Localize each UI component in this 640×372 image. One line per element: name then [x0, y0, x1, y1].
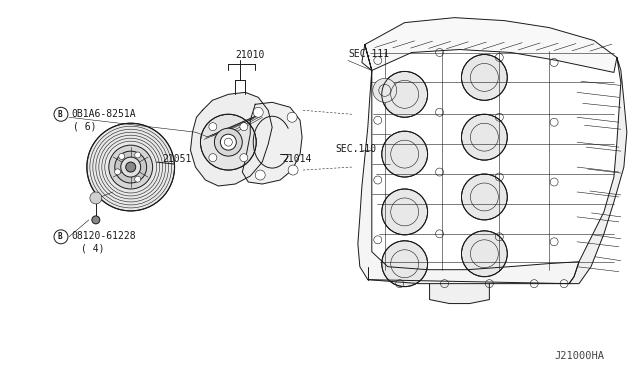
Circle shape [209, 123, 217, 131]
Polygon shape [243, 102, 302, 184]
Circle shape [214, 128, 243, 156]
Polygon shape [191, 92, 272, 186]
Circle shape [287, 112, 297, 122]
Polygon shape [429, 283, 490, 304]
Text: SEC.111: SEC.111 [348, 49, 389, 60]
Circle shape [461, 231, 508, 277]
Text: 21014: 21014 [282, 154, 312, 164]
Circle shape [240, 154, 248, 162]
Text: 0B1A6-8251A: 0B1A6-8251A [71, 109, 136, 119]
Circle shape [134, 176, 141, 182]
Circle shape [461, 114, 508, 160]
Circle shape [90, 192, 102, 204]
Circle shape [115, 151, 147, 183]
Circle shape [109, 145, 152, 189]
Circle shape [125, 162, 136, 172]
Circle shape [253, 107, 263, 117]
Circle shape [461, 54, 508, 100]
Text: B: B [58, 232, 63, 241]
Circle shape [92, 216, 100, 224]
Circle shape [115, 169, 120, 175]
Circle shape [255, 170, 265, 180]
Text: ( 4): ( 4) [81, 244, 104, 254]
Circle shape [200, 114, 256, 170]
Polygon shape [569, 58, 627, 283]
Text: J21000HA: J21000HA [554, 351, 604, 361]
Circle shape [240, 123, 248, 131]
Polygon shape [358, 45, 579, 283]
Circle shape [121, 157, 141, 177]
Circle shape [461, 174, 508, 220]
Circle shape [288, 165, 298, 175]
Polygon shape [362, 17, 617, 73]
Circle shape [134, 152, 141, 158]
Circle shape [373, 78, 397, 102]
Circle shape [209, 154, 217, 162]
Circle shape [119, 153, 125, 159]
Circle shape [382, 71, 428, 117]
Text: B: B [58, 110, 63, 119]
Text: SEC.110: SEC.110 [335, 144, 376, 154]
Circle shape [382, 241, 428, 286]
Circle shape [87, 123, 175, 211]
Circle shape [382, 189, 428, 235]
Text: 21010: 21010 [236, 51, 265, 61]
Text: 21051: 21051 [163, 154, 192, 164]
Circle shape [382, 131, 428, 177]
Circle shape [220, 134, 236, 150]
Text: ( 6): ( 6) [73, 121, 97, 131]
Text: 08120-61228: 08120-61228 [71, 231, 136, 241]
